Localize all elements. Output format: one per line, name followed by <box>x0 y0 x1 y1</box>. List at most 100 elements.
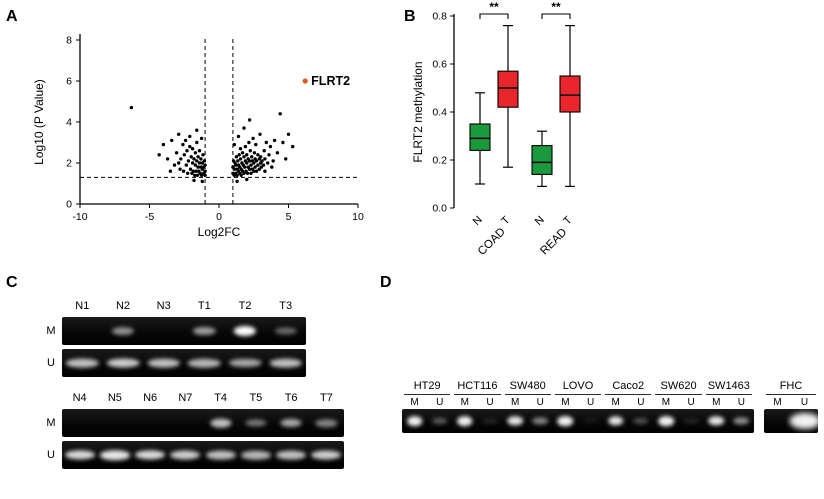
scatter-point <box>242 155 246 159</box>
scatter-point <box>234 163 238 167</box>
x-tick-label: 5 <box>286 211 292 223</box>
flrt2-label: FLRT2 <box>311 74 350 88</box>
lane-label: N2 <box>115 300 131 312</box>
scatter-point <box>232 167 236 171</box>
scatter-point <box>249 163 253 167</box>
y-axis-title: FLRT2 methylation <box>411 61 425 162</box>
gel-band <box>733 417 750 425</box>
gel-strip <box>764 409 818 433</box>
lane-label: N1 <box>75 300 90 312</box>
scatter-point <box>243 144 248 149</box>
scatter-point <box>196 165 200 169</box>
scatter-point <box>235 173 239 177</box>
scatter-point <box>172 163 177 167</box>
gel-band <box>135 450 166 460</box>
scatter-point <box>197 161 202 165</box>
lane-label: M <box>410 397 419 408</box>
y-tick-label: 0.6 <box>432 59 447 71</box>
row-label: U <box>47 449 55 461</box>
scatter-point <box>188 167 193 171</box>
scatter-point <box>184 163 188 167</box>
lane-label: M <box>712 397 721 408</box>
lane-label: T1 <box>197 300 211 312</box>
box-READ-N <box>531 145 553 175</box>
scatter-point <box>242 126 246 130</box>
scatter-point <box>235 179 239 184</box>
cell-line-label: HT29 <box>404 380 451 395</box>
lane-label: U <box>637 397 645 408</box>
scatter-point <box>284 157 288 161</box>
scatter-point <box>232 142 236 147</box>
scatter-point <box>185 149 189 153</box>
gel-band <box>708 416 725 426</box>
scatter-point <box>238 157 243 161</box>
scatter-point <box>199 157 203 161</box>
scatter-point <box>192 178 196 183</box>
scatter-point <box>200 161 204 165</box>
gel-band <box>188 358 221 368</box>
gel-strip <box>62 409 344 437</box>
significance-bracket <box>541 13 571 19</box>
scatter-point <box>245 161 249 165</box>
cell-line-label: SW1463 <box>705 380 752 395</box>
scatter-point <box>250 155 254 159</box>
lane-label: U <box>536 397 544 408</box>
scatter-point <box>247 118 252 122</box>
lane-label: N5 <box>107 392 122 404</box>
scatter-point <box>263 169 267 173</box>
scatter-point <box>181 169 186 173</box>
gel-band <box>210 418 232 428</box>
cell-line-label: Caco2 <box>605 380 652 395</box>
msp-gel-tissue-set-2: N4 N5 N6 N7 T4 T5 T6 T7 M U <box>40 392 344 473</box>
msp-gel-cell-lines: HT29 HCT116 SW480 LOVO Caco2 SW620 SW1463 M U M U M… <box>402 380 818 433</box>
scatter-point <box>268 144 273 149</box>
gel-band <box>245 419 267 427</box>
gel-band <box>170 450 201 460</box>
scatter-point <box>188 134 192 139</box>
scatter-point <box>168 169 173 173</box>
scatter-point <box>236 159 240 163</box>
scatter-point <box>254 159 259 163</box>
gel-band <box>111 327 135 335</box>
gel-band <box>406 416 423 426</box>
gel-group-fhc: FHC M U <box>764 380 818 433</box>
gel-strip <box>62 349 306 377</box>
gel-strip <box>62 317 306 345</box>
panel-label-a: A <box>6 8 19 25</box>
gel-group-cell-lines: HT29 HCT116 SW480 LOVO Caco2 SW620 SW1463 M U M U M… <box>402 380 754 433</box>
lane-label: M <box>773 397 782 408</box>
scatter-point <box>254 142 258 147</box>
scatter-point <box>193 151 198 155</box>
gel-band <box>582 418 599 424</box>
gel-band <box>788 413 818 429</box>
gel-band <box>99 450 130 460</box>
gel-band <box>106 358 140 368</box>
gel-band <box>205 450 236 460</box>
scatter-point <box>278 112 282 116</box>
scatter-point <box>264 140 268 145</box>
gel-band <box>431 417 448 425</box>
cell-line-label: HCT116 <box>454 380 501 395</box>
scatter-point <box>179 157 183 161</box>
scatter-point <box>193 163 198 167</box>
scatter-point <box>272 138 277 143</box>
scatter-point <box>182 153 186 157</box>
gel-band <box>507 416 523 426</box>
gel-band <box>274 327 297 335</box>
scatter-point <box>129 105 134 110</box>
cohort-label: READ <box>538 226 569 257</box>
y-tick-label: 8 <box>66 35 72 47</box>
gel-strip <box>62 441 344 469</box>
y-tick-label: 0.4 <box>432 107 447 119</box>
gel-band <box>276 450 307 460</box>
scatter-point <box>177 132 181 136</box>
scatter-point <box>258 132 262 136</box>
lane-label: N3 <box>156 300 171 312</box>
y-tick-label: 0 <box>66 199 72 211</box>
scatter-point <box>177 161 181 165</box>
scatter-point <box>245 177 249 182</box>
group-tick-label: N <box>471 214 485 228</box>
scatter-point <box>186 159 191 163</box>
scatter-point <box>252 161 256 165</box>
gel-band <box>240 450 271 460</box>
